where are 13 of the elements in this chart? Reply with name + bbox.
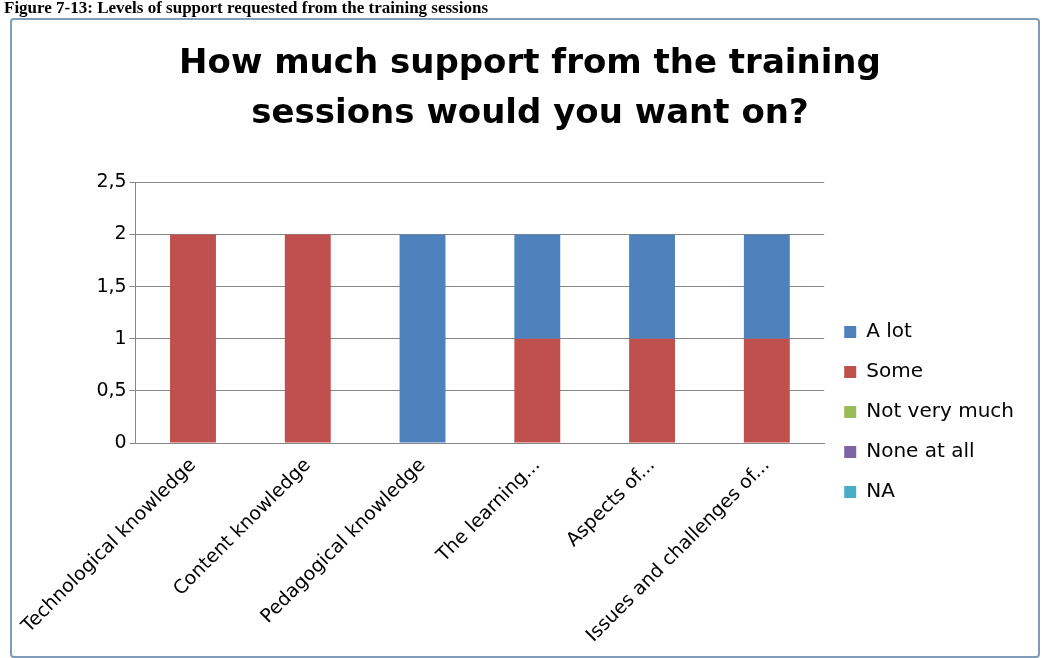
chart-title: How much support from the training sessions would you want on? [178,40,882,133]
y-tick-label: 0 [114,430,127,453]
legend-label: Some [866,358,923,383]
legend-label: None at all [866,438,975,463]
legend-label: A lot [866,318,913,343]
legend-label: NA [866,478,896,503]
y-tick-label: 0,5 [96,377,127,400]
caption: Figure 7-13: Levels of support requested from the training sessions [4,0,489,18]
y-tick-label: 1 [114,325,127,348]
legend-label: Not very much [866,398,1015,423]
y-tick-label: 2 [114,221,127,244]
y-tick-label: 2,5 [96,169,127,192]
y-tick-label: 1,5 [96,273,127,296]
